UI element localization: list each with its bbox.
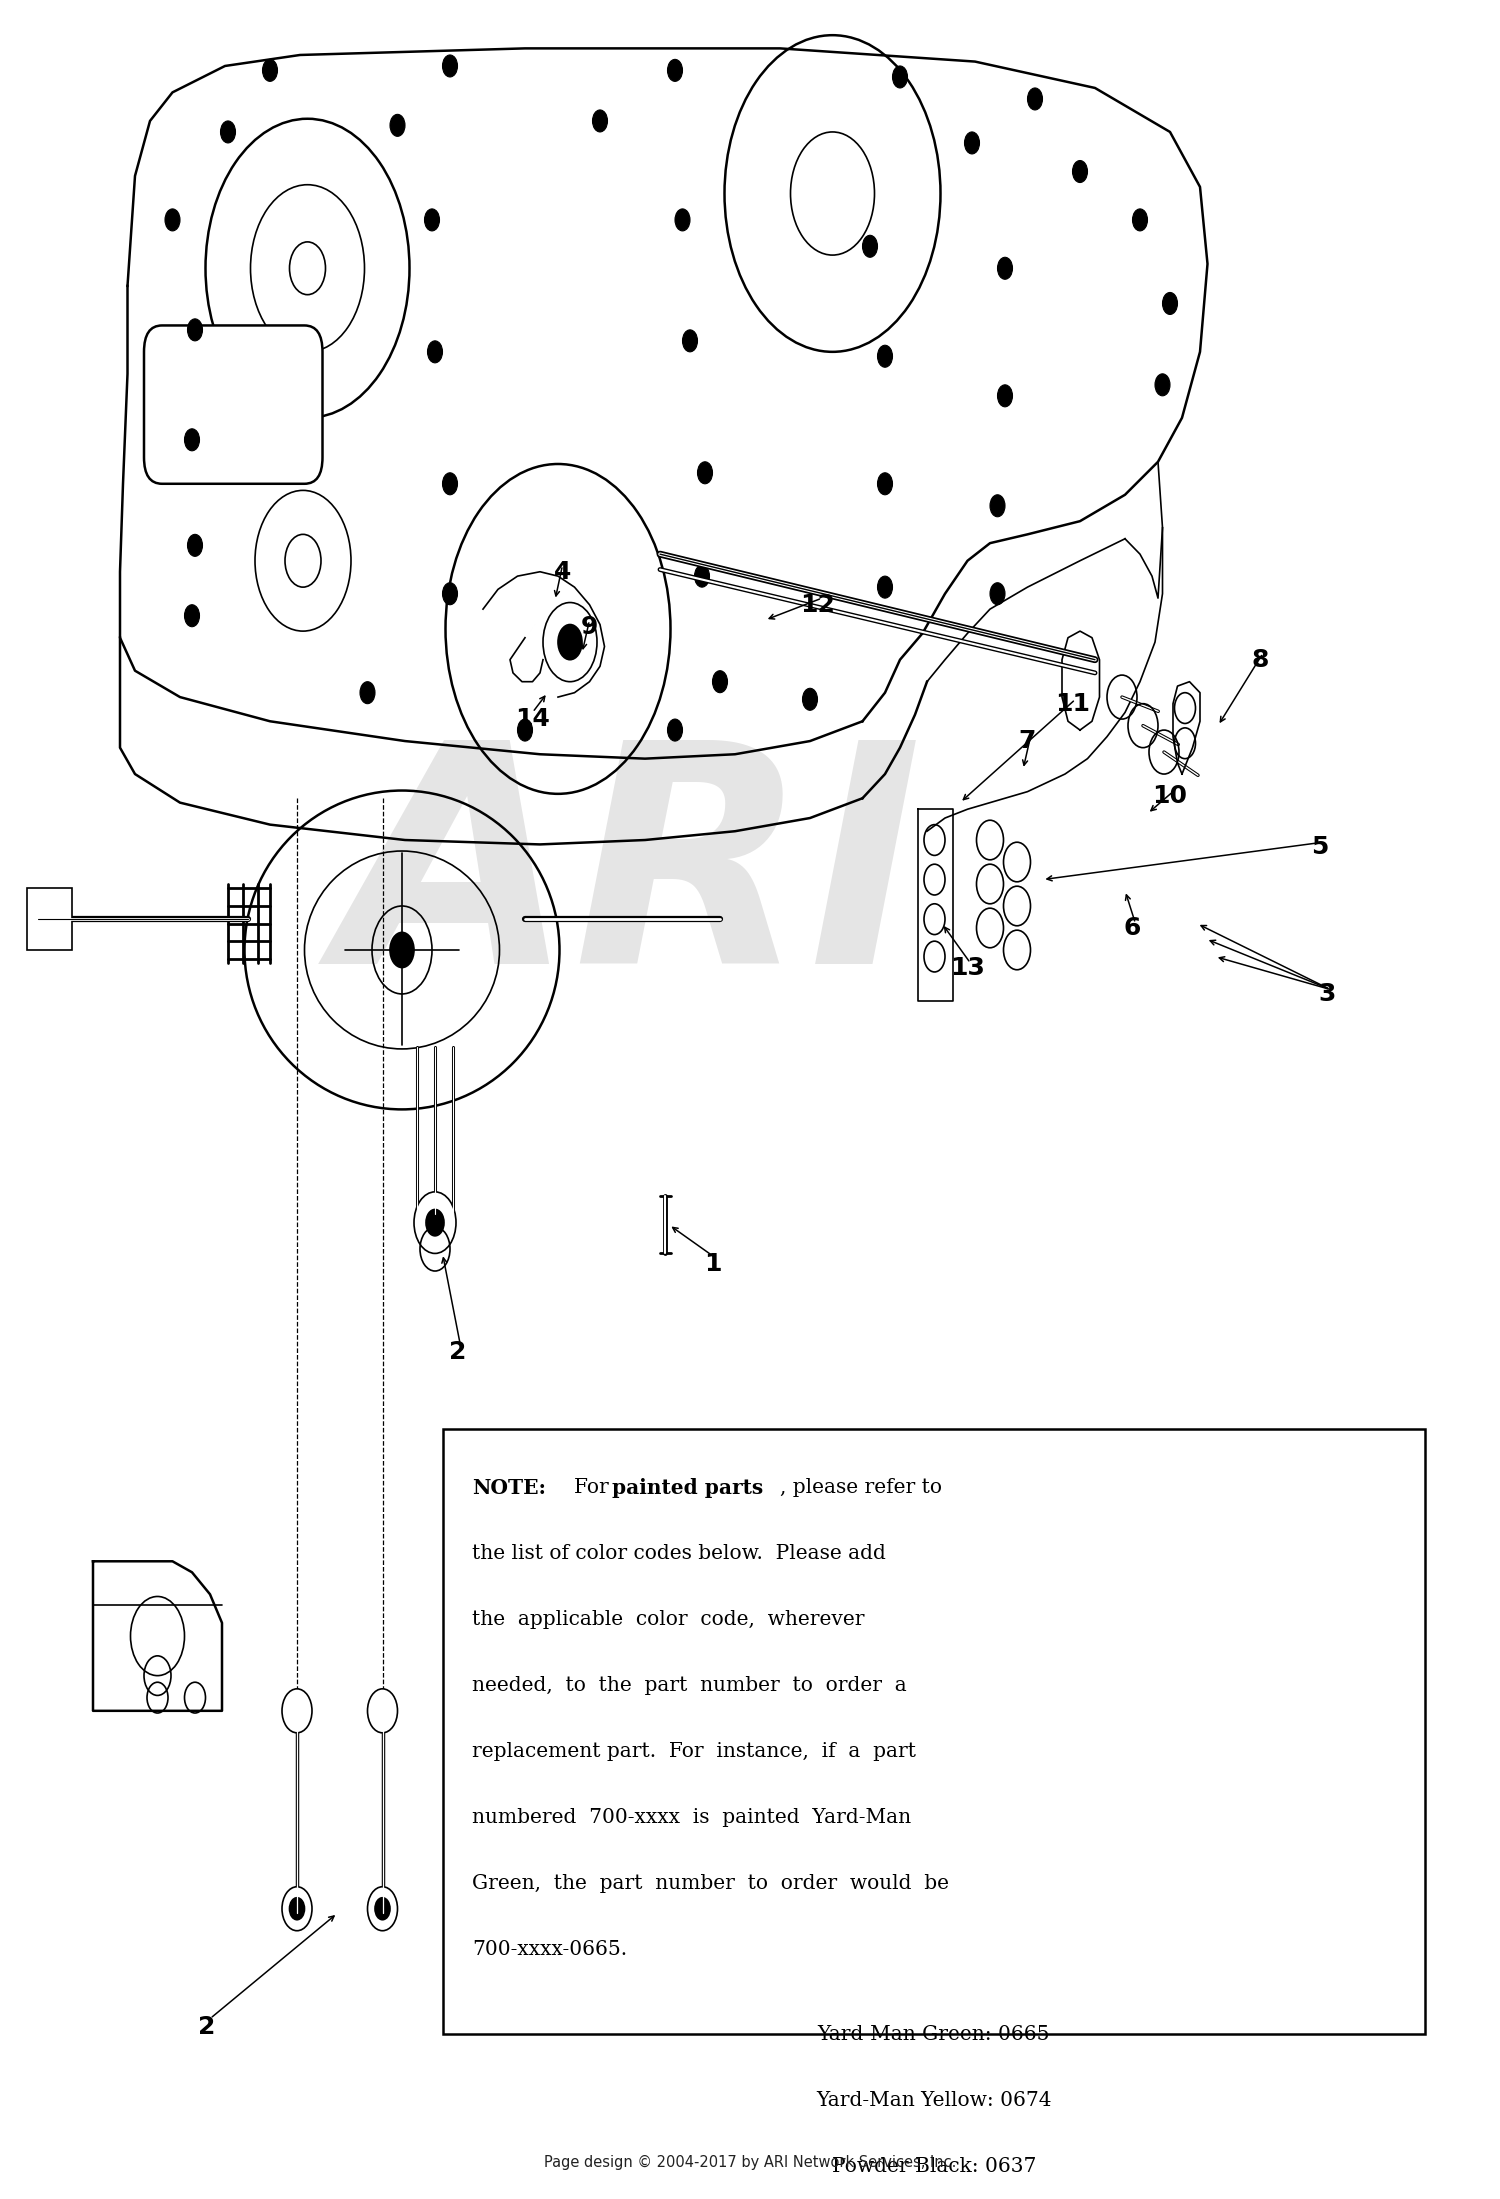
Text: 13: 13	[950, 957, 986, 979]
Circle shape	[1132, 209, 1148, 231]
Circle shape	[184, 429, 200, 451]
Circle shape	[990, 495, 1005, 517]
Circle shape	[368, 1887, 398, 1931]
Text: 7: 7	[1019, 730, 1036, 752]
Circle shape	[694, 565, 709, 587]
Circle shape	[892, 66, 908, 88]
Circle shape	[682, 330, 698, 352]
Circle shape	[518, 719, 532, 741]
Circle shape	[1162, 292, 1178, 314]
Circle shape	[592, 110, 608, 132]
Text: the list of color codes below.  Please add: the list of color codes below. Please ad…	[472, 1544, 886, 1563]
Circle shape	[188, 534, 202, 556]
Circle shape	[282, 1689, 312, 1733]
Text: the  applicable  color  code,  wherever: the applicable color code, wherever	[472, 1610, 866, 1629]
Text: Powder Black: 0637: Powder Black: 0637	[831, 2157, 1036, 2177]
Text: 11: 11	[1054, 693, 1090, 715]
Circle shape	[862, 235, 877, 257]
Text: 2: 2	[198, 2016, 216, 2038]
Circle shape	[426, 1209, 444, 1236]
Text: 700-xxxx-0665.: 700-xxxx-0665.	[472, 1940, 627, 1959]
Text: 4: 4	[554, 561, 572, 583]
Circle shape	[878, 345, 892, 367]
Circle shape	[442, 55, 458, 77]
Circle shape	[390, 114, 405, 136]
Circle shape	[698, 462, 712, 484]
Text: Yard-Man Green: 0665: Yard-Man Green: 0665	[818, 2025, 1050, 2045]
Circle shape	[1155, 374, 1170, 396]
Text: ARI: ARI	[338, 730, 922, 1029]
Circle shape	[1028, 88, 1042, 110]
Circle shape	[802, 688, 818, 710]
Text: painted parts: painted parts	[612, 1478, 764, 1498]
Circle shape	[558, 625, 582, 660]
Text: replacement part.  For  instance,  if  a  part: replacement part. For instance, if a par…	[472, 1742, 916, 1761]
Circle shape	[878, 576, 892, 598]
Circle shape	[668, 719, 682, 741]
Circle shape	[712, 671, 728, 693]
Text: 5: 5	[1311, 836, 1329, 858]
Circle shape	[220, 121, 236, 143]
Circle shape	[414, 1192, 456, 1253]
Circle shape	[998, 385, 1012, 407]
Circle shape	[390, 932, 414, 968]
Text: 6: 6	[1124, 917, 1142, 939]
Circle shape	[427, 341, 442, 363]
Circle shape	[375, 1898, 390, 1920]
Circle shape	[878, 473, 892, 495]
Text: 10: 10	[1152, 785, 1188, 807]
Text: 2: 2	[448, 1341, 466, 1363]
Circle shape	[964, 132, 980, 154]
Text: , please refer to: , please refer to	[780, 1478, 942, 1498]
Circle shape	[184, 605, 200, 627]
Text: 1: 1	[704, 1253, 722, 1275]
Circle shape	[368, 1689, 398, 1733]
Text: 12: 12	[800, 594, 836, 616]
Text: For: For	[574, 1478, 615, 1498]
Circle shape	[998, 257, 1012, 279]
Circle shape	[442, 583, 458, 605]
Circle shape	[360, 682, 375, 704]
Circle shape	[262, 59, 278, 81]
FancyBboxPatch shape	[144, 325, 322, 484]
Text: Green,  the  part  number  to  order  would  be: Green, the part number to order would be	[472, 1874, 950, 1893]
Text: 9: 9	[580, 616, 598, 638]
Text: 8: 8	[1251, 649, 1269, 671]
Bar	[442, 1429, 1425, 2034]
Text: numbered  700-xxxx  is  painted  Yard-Man: numbered 700-xxxx is painted Yard-Man	[472, 1808, 912, 1827]
Text: NOTE:: NOTE:	[472, 1478, 546, 1498]
Circle shape	[675, 209, 690, 231]
Text: Page design © 2004-2017 by ARI Network Services, Inc.: Page design © 2004-2017 by ARI Network S…	[544, 2155, 956, 2170]
Text: Yard-Man Yellow: 0674: Yard-Man Yellow: 0674	[816, 2091, 1052, 2111]
Text: needed,  to  the  part  number  to  order  a: needed, to the part number to order a	[472, 1676, 908, 1695]
Circle shape	[165, 209, 180, 231]
Circle shape	[290, 1898, 304, 1920]
Circle shape	[442, 473, 458, 495]
Circle shape	[668, 59, 682, 81]
Bar	[27, 888, 72, 950]
Circle shape	[1072, 161, 1088, 183]
Text: 14: 14	[514, 708, 550, 730]
Circle shape	[990, 583, 1005, 605]
Circle shape	[282, 1887, 312, 1931]
Text: 3: 3	[1318, 983, 1336, 1005]
Circle shape	[188, 319, 202, 341]
Circle shape	[424, 209, 439, 231]
